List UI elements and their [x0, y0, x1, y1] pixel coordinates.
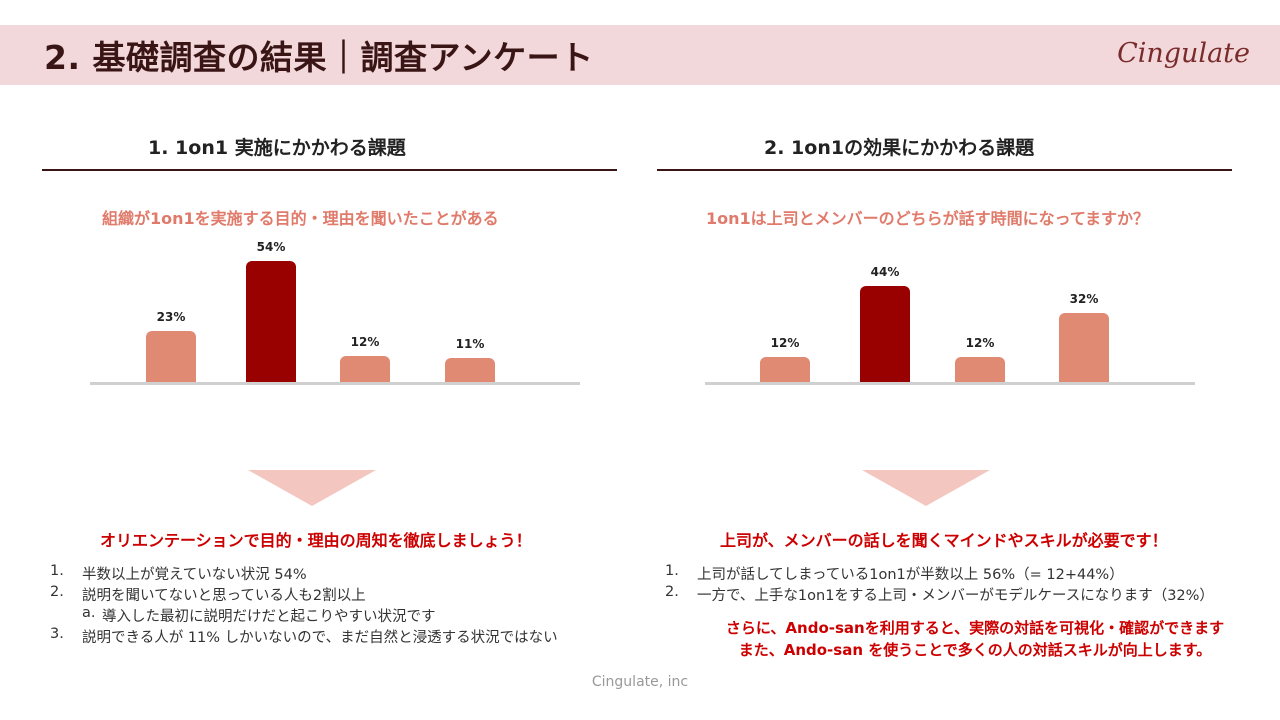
chart-bar: [445, 358, 495, 383]
left-section-heading: 1. 1on1 実施にかかわる課題: [148, 137, 406, 159]
list-item: 上司が話してしまっている1on1が半数以上 56%（= 12+44%）: [697, 567, 1124, 583]
list-item: 一方で、上手な1on1をする上司・メンバーがモデルケースになります（32%）: [697, 588, 1214, 604]
ando-note-1: さらに、Ando-sanを利用すると、実際の対話を可視化・確認ができます: [725, 619, 1225, 637]
bar-value-label: 12%: [770, 335, 800, 350]
chart-bar: [1059, 312, 1109, 383]
chart-bar: [955, 356, 1005, 383]
bar-value-label: 54%: [256, 239, 286, 254]
left-divider: [42, 169, 617, 171]
right-section-heading: 2. 1on1の効果にかかわる課題: [764, 137, 1035, 159]
page-title: 2. 基礎調査の結果｜調査アンケート: [44, 38, 594, 77]
chart-bar: [246, 260, 296, 383]
header-band: [0, 25, 1280, 85]
bar-value-label: 11%: [455, 337, 485, 352]
list-item: 導入した最初に説明だけだと起こりやすい状況です: [102, 609, 436, 625]
bar-value-label: 44%: [870, 265, 900, 280]
list-item: 説明できる人が 11% しかいないので、まだ自然と浸透する状況ではない: [82, 630, 558, 646]
bar-value-label: 12%: [350, 334, 380, 349]
list-item: 説明を聞いてないと思っている人も2割以上: [82, 588, 366, 604]
right-divider: [657, 169, 1232, 171]
chart-bar: [860, 286, 910, 383]
list-item-number: 1.: [665, 563, 679, 579]
ando-note-2: また、Ando-san を使うことで多くの人の対話スキルが向上します。: [738, 641, 1212, 659]
list-item-number: 1.: [50, 563, 64, 579]
bar-value-label: 32%: [1069, 291, 1099, 306]
chart-bar: [146, 331, 196, 383]
cingulate-logo: Cingulate: [1117, 38, 1250, 69]
left-chart-baseline: [90, 382, 580, 385]
right-conclusion: 上司が、メンバーの話しを聞くマインドやスキルが必要です！: [720, 531, 1168, 550]
left-down-arrow: [248, 470, 376, 506]
list-item-number: 2.: [665, 584, 679, 600]
right-chart-title: 1on1は上司とメンバーのどちらが話す時間になってますか？: [706, 209, 1150, 228]
left-conclusion: オリエンテーションで目的・理由の周知を徹底しましょう！: [100, 531, 532, 550]
footer-company: Cingulate, inc: [591, 674, 689, 690]
bar-value-label: 23%: [156, 310, 186, 325]
bar-value-label: 12%: [965, 335, 995, 350]
list-item-number: a.: [82, 605, 96, 621]
list-item-number: 2.: [50, 584, 64, 600]
chart-bar: [340, 355, 390, 383]
chart-bar: [760, 356, 810, 383]
list-item: 半数以上が覚えていない状況 54%: [82, 567, 307, 583]
right-chart-baseline: [705, 382, 1195, 385]
left-chart-title: 組織が1on1を実施する目的・理由を聞いたことがある: [102, 209, 499, 228]
list-item-number: 3.: [50, 626, 64, 642]
right-down-arrow: [862, 470, 990, 506]
